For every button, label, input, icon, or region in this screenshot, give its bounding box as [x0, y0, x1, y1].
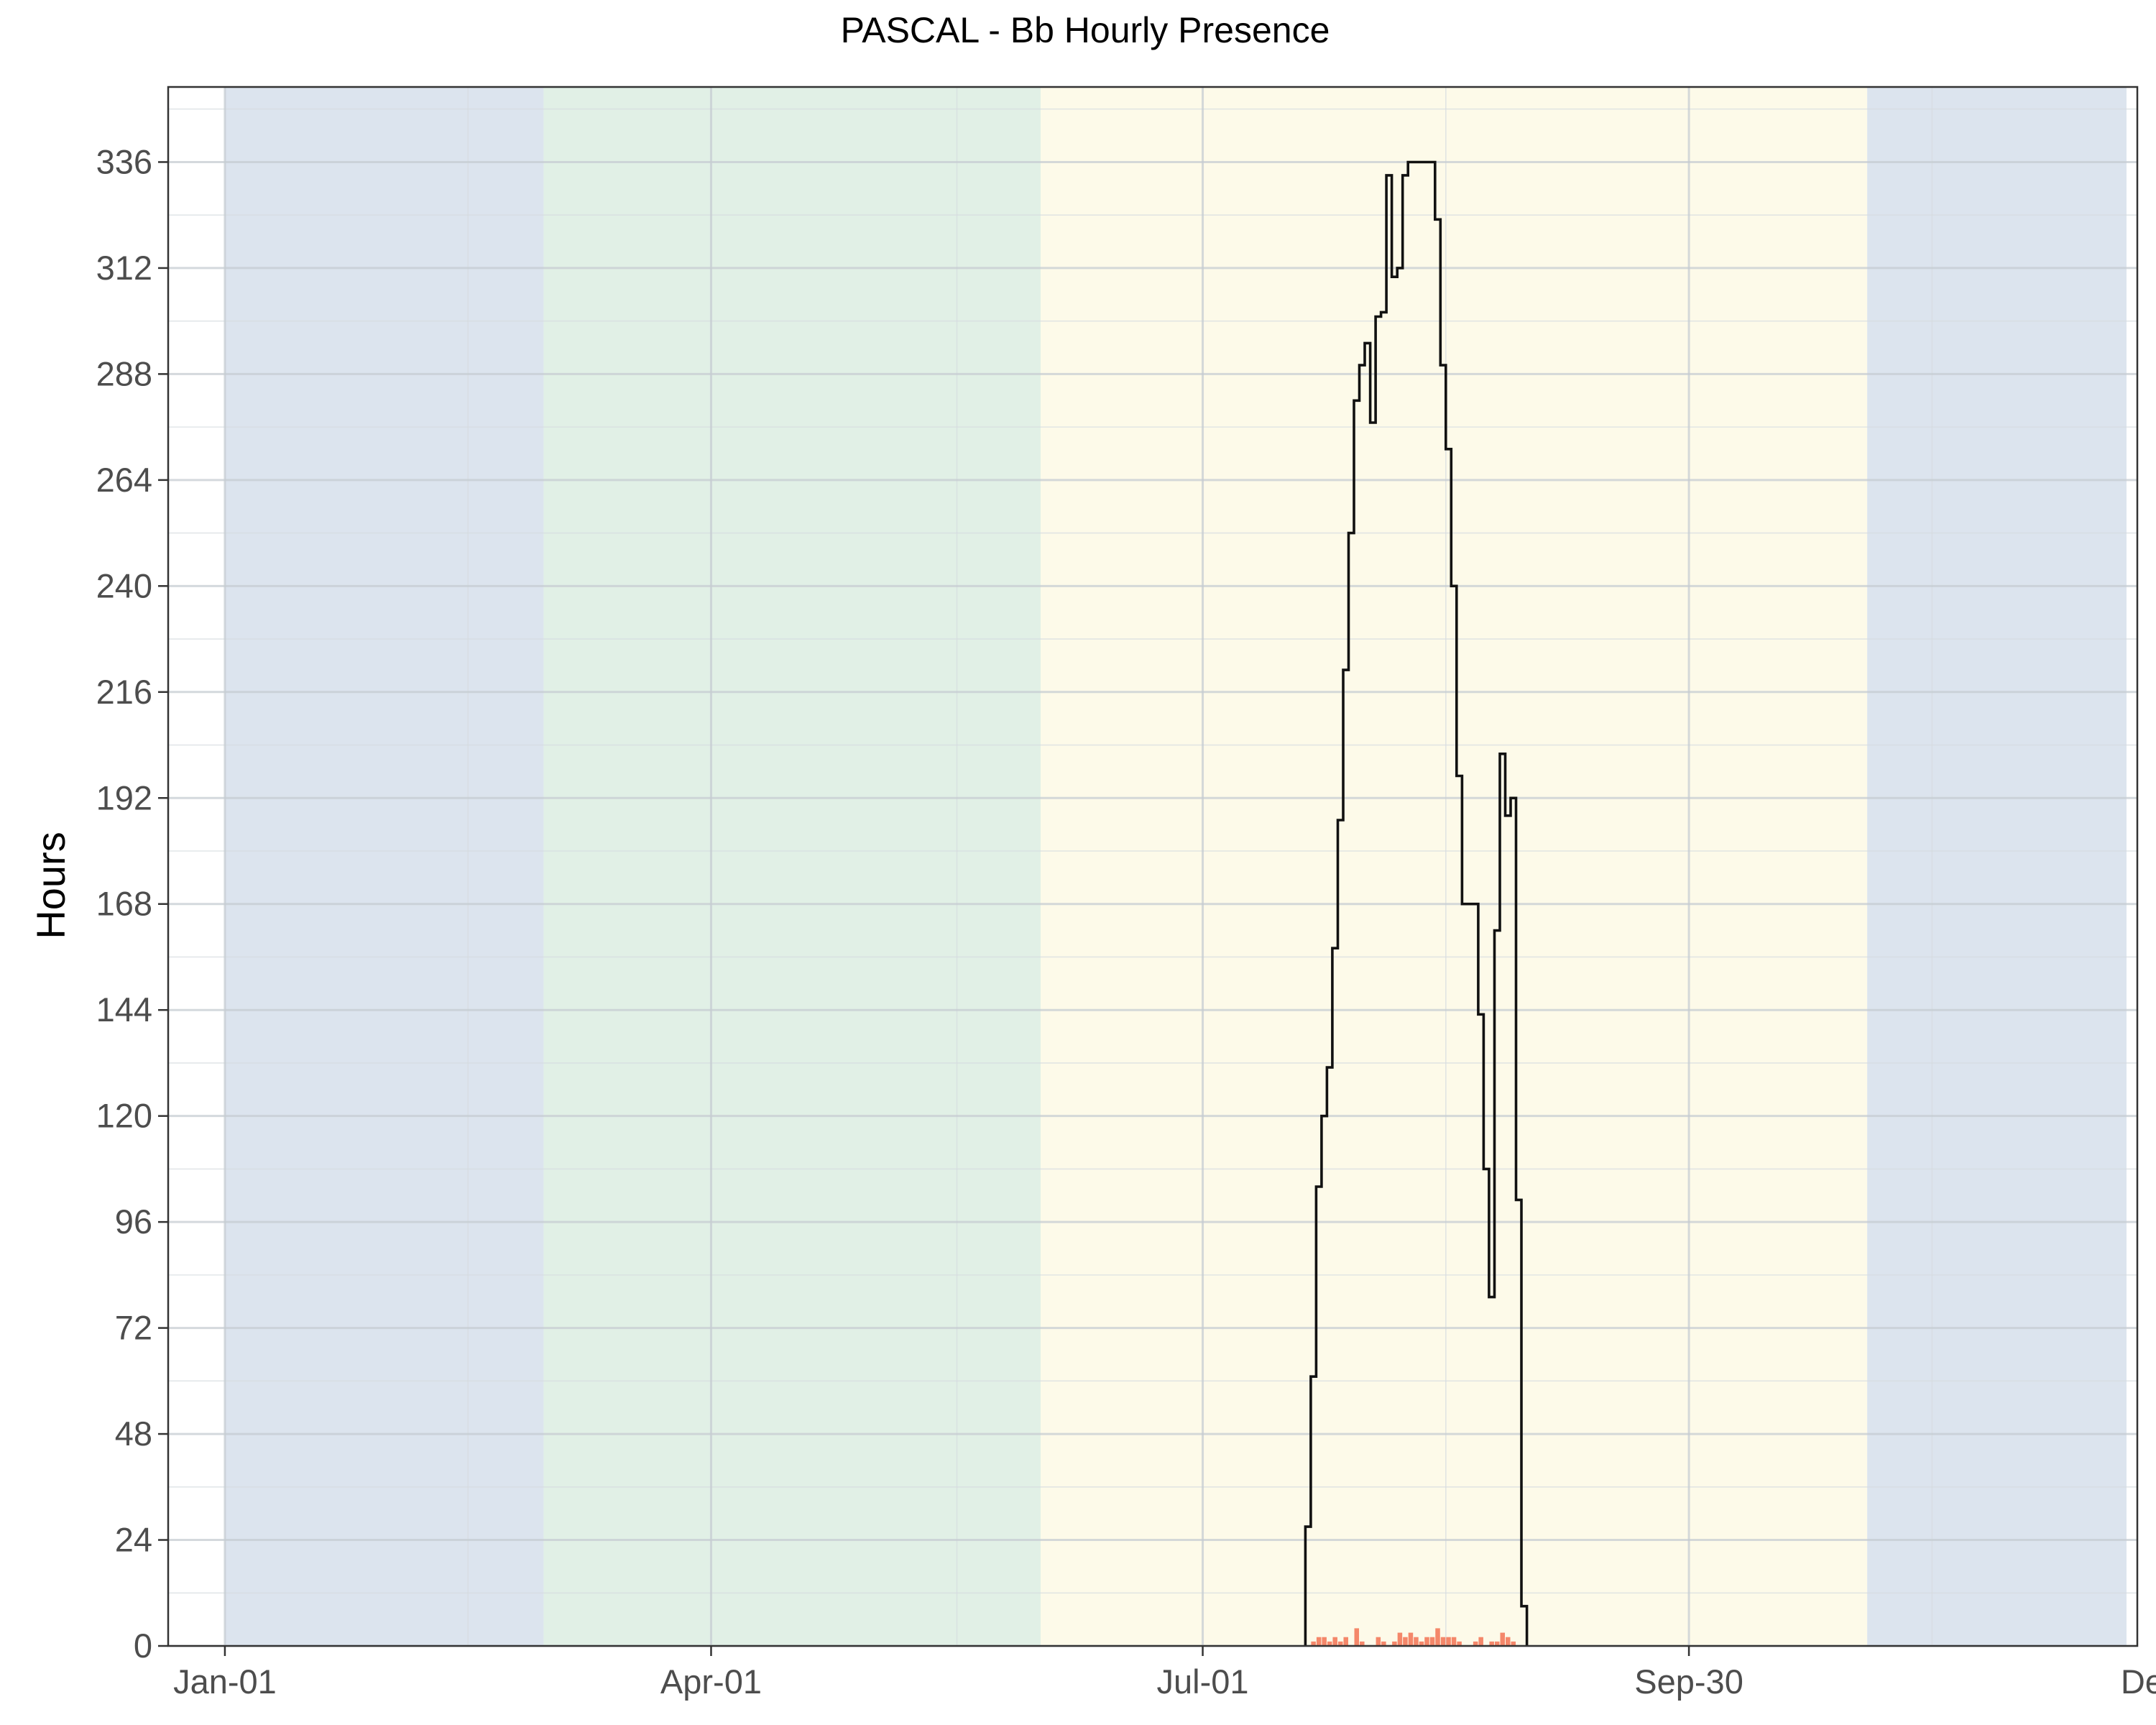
detection-bar: [1398, 1633, 1403, 1646]
detection-bar: [1355, 1628, 1360, 1646]
detection-bar: [1332, 1637, 1337, 1646]
y-tick-label: 288: [96, 354, 152, 392]
detection-bar: [1414, 1637, 1419, 1646]
y-tick-label: 0: [134, 1627, 152, 1665]
x-tick-label: Sep-30: [1634, 1662, 1743, 1701]
y-tick-label: 96: [115, 1202, 152, 1241]
x-tick-label: Jan-01: [173, 1662, 277, 1701]
detection-bar: [1424, 1637, 1429, 1646]
x-tick-label: Dec-30: [2121, 1662, 2156, 1701]
y-tick-label: 120: [96, 1097, 152, 1135]
detection-bar: [1435, 1628, 1440, 1646]
y-tick-label: 240: [96, 566, 152, 604]
detection-bar: [1506, 1637, 1511, 1646]
y-axis-tick-labels: 0 24 48 72 96 120 144 168 192 216 240 264 288 312 336: [96, 142, 152, 1665]
detection-bar: [1317, 1637, 1322, 1646]
y-tick-label: 312: [96, 249, 152, 287]
x-axis-tick-labels: Jan-01 Apr-01 Jul-01 Sep-30 Dec-30: [173, 1662, 2156, 1701]
detection-bar: [1441, 1637, 1446, 1646]
y-tick-label: 192: [96, 778, 152, 816]
y-tick-label: 24: [115, 1521, 152, 1559]
detection-bar: [1322, 1637, 1327, 1646]
chart-title: PASCAL - Bb Hourly Presence: [841, 10, 1330, 50]
detection-bar: [1409, 1633, 1414, 1646]
x-tick-label: Jul-01: [1157, 1662, 1249, 1701]
detection-bar: [1452, 1637, 1457, 1646]
y-tick-label: 216: [96, 673, 152, 711]
detection-bar: [1500, 1633, 1505, 1646]
detection-bar: [1376, 1637, 1381, 1646]
y-axis-title: Hours: [28, 832, 73, 939]
y-tick-label: 264: [96, 461, 152, 499]
y-tick-label: 168: [96, 885, 152, 923]
x-tick-label: Apr-01: [660, 1662, 762, 1701]
detection-bar: [1478, 1637, 1483, 1646]
detection-bar: [1446, 1637, 1451, 1646]
y-tick-label: 48: [115, 1414, 152, 1453]
y-tick-label: 336: [96, 142, 152, 180]
y-tick-label: 144: [96, 990, 152, 1029]
y-tick-label: 72: [115, 1309, 152, 1347]
detection-bar: [1343, 1637, 1348, 1646]
detection-bar: [1430, 1637, 1435, 1646]
detection-bar: [1403, 1637, 1408, 1646]
